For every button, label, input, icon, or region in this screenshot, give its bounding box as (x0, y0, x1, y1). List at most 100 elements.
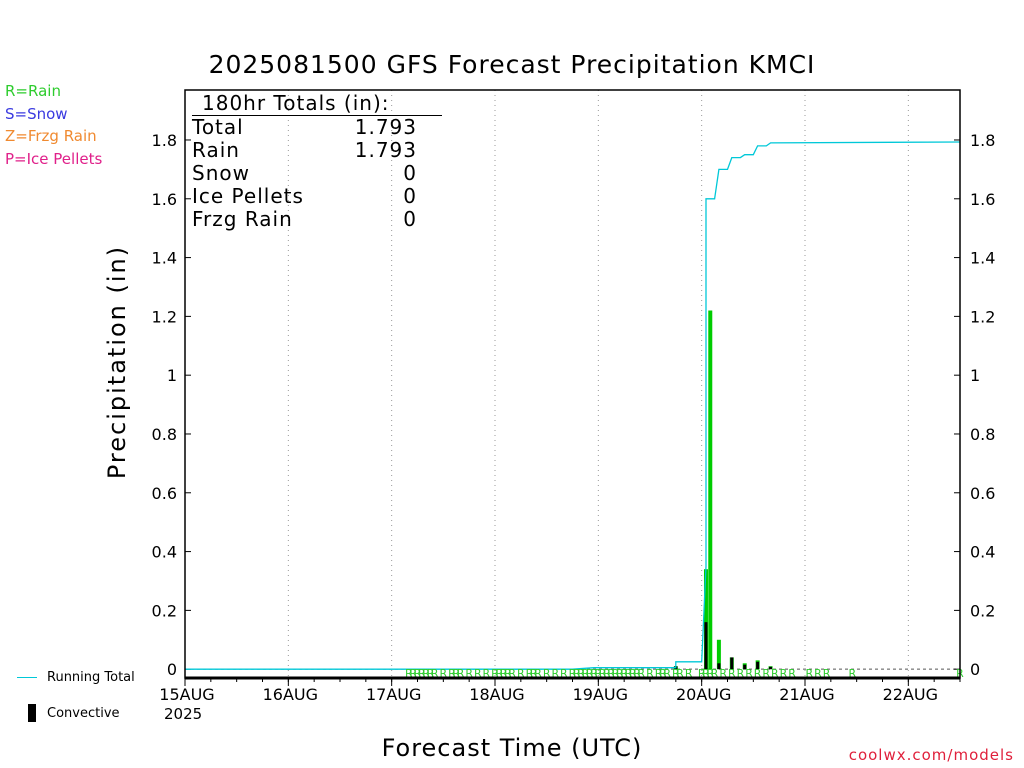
rain-marker: R (603, 667, 611, 680)
rain-marker: R (711, 667, 719, 680)
x-tick-label: 18AUG (469, 685, 524, 704)
rain-marker: R (517, 667, 525, 680)
rain-marker: R (491, 667, 499, 680)
rain-marker: R (431, 667, 439, 680)
rain-marker: R (633, 667, 641, 680)
y-tick-label: 1.4 (152, 249, 177, 268)
rain-marker: R (805, 667, 813, 680)
totals-value: 0 (403, 184, 417, 208)
rain-marker: R (616, 667, 624, 680)
x-tick-label: 17AUG (366, 685, 421, 704)
rain-marker: R (577, 667, 585, 680)
running-total-line (185, 141, 961, 670)
y-tick-label: 1.8 (152, 131, 177, 150)
rain-marker: R (595, 667, 603, 680)
x-tick-label: 16AUG (263, 685, 318, 704)
y-tick-label: 1.2 (152, 307, 177, 326)
year-label: 2025 (164, 705, 203, 723)
totals-value: 0 (403, 207, 417, 231)
convective-bar (769, 666, 773, 670)
rain-marker: R (569, 667, 577, 680)
convective-bar (743, 664, 747, 670)
y-tick-label: 0 (167, 660, 177, 679)
rain-marker: R (672, 667, 680, 680)
rain-marker: R (823, 667, 831, 680)
rain-marker: R (551, 667, 559, 680)
rain-marker: R (418, 667, 426, 680)
y-tick-label: 0.4 (152, 543, 177, 562)
rain-marker: R (452, 667, 460, 680)
totals-value: 0 (403, 161, 417, 185)
rain-marker: R (530, 667, 538, 680)
rain-marker: R (474, 667, 482, 680)
rain-marker: R (706, 667, 714, 680)
totals-label: Ice Pellets (192, 184, 304, 208)
convective-bar (704, 622, 708, 670)
totals-label: Total (192, 115, 244, 139)
totals-header: 180hr Totals (in): (192, 92, 442, 116)
totals-row-snow: Snow 0 (192, 162, 417, 185)
y-tick-label: 1.6 (152, 190, 177, 209)
precip-bar (703, 569, 708, 670)
rain-marker: R (754, 667, 762, 680)
rain-marker: R (745, 667, 753, 680)
totals-row-frzg-rain: Frzg Rain 0 (192, 208, 417, 231)
x-tick-label: 21AUG (779, 685, 834, 704)
rain-marker: R (582, 667, 590, 680)
rain-marker: R (849, 667, 857, 680)
totals-value: 1.793 (354, 138, 417, 162)
totals-label: Rain (192, 138, 240, 162)
y-tick-label: 0.6 (152, 484, 177, 503)
y-tick-label: 1 (167, 366, 177, 385)
rain-marker: R (780, 667, 788, 680)
rain-marker: R (599, 667, 607, 680)
rain-marker: R (629, 667, 637, 680)
rain-marker: R (762, 667, 770, 680)
rain-marker: R (737, 667, 745, 680)
convective-bar (730, 657, 734, 670)
rain-marker: R (504, 667, 512, 680)
running-total-key: Running Total (47, 670, 135, 685)
y-tick-label-right: 1.6 (970, 190, 995, 209)
rain-marker: R (590, 667, 598, 680)
y-tick-label-right: 0.4 (970, 543, 995, 562)
rain-marker: R (543, 667, 551, 680)
x-axis-label: Forecast Time (UTC) (381, 734, 643, 762)
totals-box: 180hr Totals (in): Total 1.793 Rain 1.79… (192, 92, 442, 231)
rain-marker: R (465, 667, 473, 680)
rain-marker: R (728, 667, 736, 680)
y-tick-label-right: 1 (970, 366, 980, 385)
rain-marker: R (457, 667, 465, 680)
totals-row-ice-pellets: Ice Pellets 0 (192, 185, 417, 208)
y-tick-label-right: 0.6 (970, 484, 995, 503)
y-tick-label: 0.2 (152, 601, 177, 620)
rain-marker: R (676, 667, 684, 680)
rain-marker: R (663, 667, 671, 680)
rain-marker: R (422, 667, 430, 680)
y-tick-label-right: 1.4 (970, 249, 995, 268)
convective-swatch (28, 704, 36, 722)
y-tick-label-right: 0.2 (970, 601, 995, 620)
totals-label: Snow (192, 161, 250, 185)
legend-frzg-rain: Z=Frzg Rain (5, 127, 97, 145)
rain-marker: R (659, 667, 667, 680)
totals-label: Frzg Rain (192, 207, 293, 231)
rain-marker: R (586, 667, 594, 680)
totals-value: 1.793 (354, 115, 417, 139)
running-total-swatch (17, 677, 37, 678)
x-tick-label: 22AUG (883, 685, 938, 704)
rain-marker: R (646, 667, 654, 680)
credit-link[interactable]: coolwx.com/models (848, 746, 1014, 764)
rain-marker: R (508, 667, 516, 680)
y-tick-label: 0.8 (152, 425, 177, 444)
rain-marker: R (500, 667, 508, 680)
y-axis-label: Precipitation (in) (103, 244, 131, 480)
y-tick-label-right: 0.8 (970, 425, 995, 444)
x-tick-label: 19AUG (573, 685, 628, 704)
rain-marker: R (698, 667, 706, 680)
rain-marker: R (702, 667, 710, 680)
rain-marker: R (719, 667, 727, 680)
rain-marker: R (607, 667, 615, 680)
legend-rain: R=Rain (5, 82, 61, 100)
